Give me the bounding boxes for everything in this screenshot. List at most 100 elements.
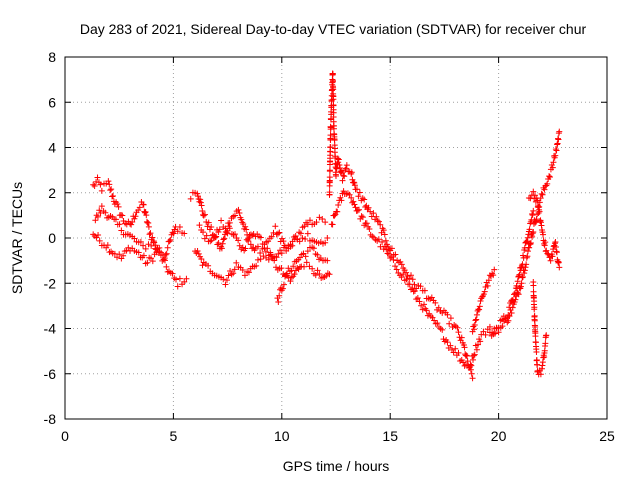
data-point (324, 257, 331, 264)
y-tick-label: -6 (44, 366, 57, 382)
x-tick-label: 5 (170, 428, 178, 444)
data-point (330, 109, 337, 116)
data-point (524, 248, 531, 255)
data-point (506, 304, 513, 311)
data-point (102, 209, 109, 216)
data-point (95, 232, 102, 239)
data-point (335, 201, 342, 208)
data-point (243, 236, 250, 243)
data-point (137, 238, 144, 245)
data-point (232, 231, 239, 238)
data-point (468, 370, 475, 377)
data-point (495, 324, 502, 331)
data-point (489, 270, 496, 277)
data-point (546, 173, 553, 180)
data-point (375, 218, 382, 225)
data-point (173, 276, 180, 283)
data-point (322, 239, 329, 246)
data-point (235, 237, 242, 244)
data-point (471, 322, 478, 329)
data-point (140, 252, 147, 259)
data-point (115, 203, 122, 210)
data-point (354, 207, 361, 214)
data-point (505, 311, 512, 318)
data-point (218, 217, 225, 224)
data-point (356, 189, 363, 196)
data-point (329, 221, 336, 228)
data-point (135, 249, 142, 256)
data-point (143, 218, 150, 225)
data-point (236, 210, 243, 217)
data-point (530, 282, 537, 289)
data-point (146, 231, 153, 238)
data-point (220, 236, 227, 243)
data-point (373, 213, 380, 220)
data-point (197, 199, 204, 206)
data-point (231, 212, 238, 219)
data-point (423, 307, 430, 314)
data-point (511, 291, 518, 298)
data-point (254, 256, 261, 263)
data-point (194, 193, 201, 200)
axis-ticks (64, 56, 608, 420)
data-point (464, 358, 471, 365)
data-point (264, 245, 271, 252)
data-point (452, 345, 459, 352)
y-tick-label: 8 (48, 49, 56, 65)
data-point (197, 196, 204, 203)
data-point (408, 272, 415, 279)
data-point (473, 316, 480, 323)
data-point (303, 259, 310, 266)
data-point (464, 352, 471, 359)
data-point (290, 263, 297, 270)
data-point (367, 208, 374, 215)
data-point (330, 96, 337, 103)
data-point (257, 250, 264, 257)
data-point (530, 188, 537, 195)
data-point (302, 253, 309, 260)
data-point (508, 309, 515, 316)
data-point (243, 226, 250, 233)
data-point (511, 290, 518, 297)
data-point (145, 220, 152, 227)
data-point (200, 212, 207, 219)
data-point (271, 257, 278, 264)
data-point (219, 240, 226, 247)
data-point (226, 225, 233, 232)
data-point (516, 271, 523, 278)
data-point (312, 272, 319, 279)
data-point (302, 236, 309, 243)
data-point (333, 173, 339, 180)
data-point (549, 253, 556, 260)
data-point (164, 244, 171, 251)
data-point (414, 294, 421, 301)
data-point (556, 264, 563, 271)
data-point (297, 230, 304, 237)
data-point (276, 292, 283, 299)
data-point (283, 271, 290, 278)
data-point (355, 193, 362, 200)
data-point (249, 232, 256, 239)
data-point (382, 237, 389, 244)
data-point (472, 317, 479, 324)
data-point (316, 271, 323, 278)
data-point (527, 240, 534, 247)
y-tick-label: -8 (44, 411, 57, 427)
data-point (469, 375, 476, 382)
data-point (510, 297, 517, 304)
data-point (245, 269, 252, 276)
data-point (221, 235, 228, 242)
data-point (392, 263, 399, 270)
data-point (544, 180, 551, 187)
data-point (383, 246, 390, 253)
data-point (225, 272, 232, 279)
data-point (330, 86, 337, 93)
data-point (257, 234, 264, 241)
data-point (150, 238, 157, 245)
data-point (322, 219, 329, 226)
data-point (247, 231, 254, 238)
data-point (235, 206, 242, 213)
data-point (477, 338, 484, 345)
data-point (152, 242, 159, 249)
